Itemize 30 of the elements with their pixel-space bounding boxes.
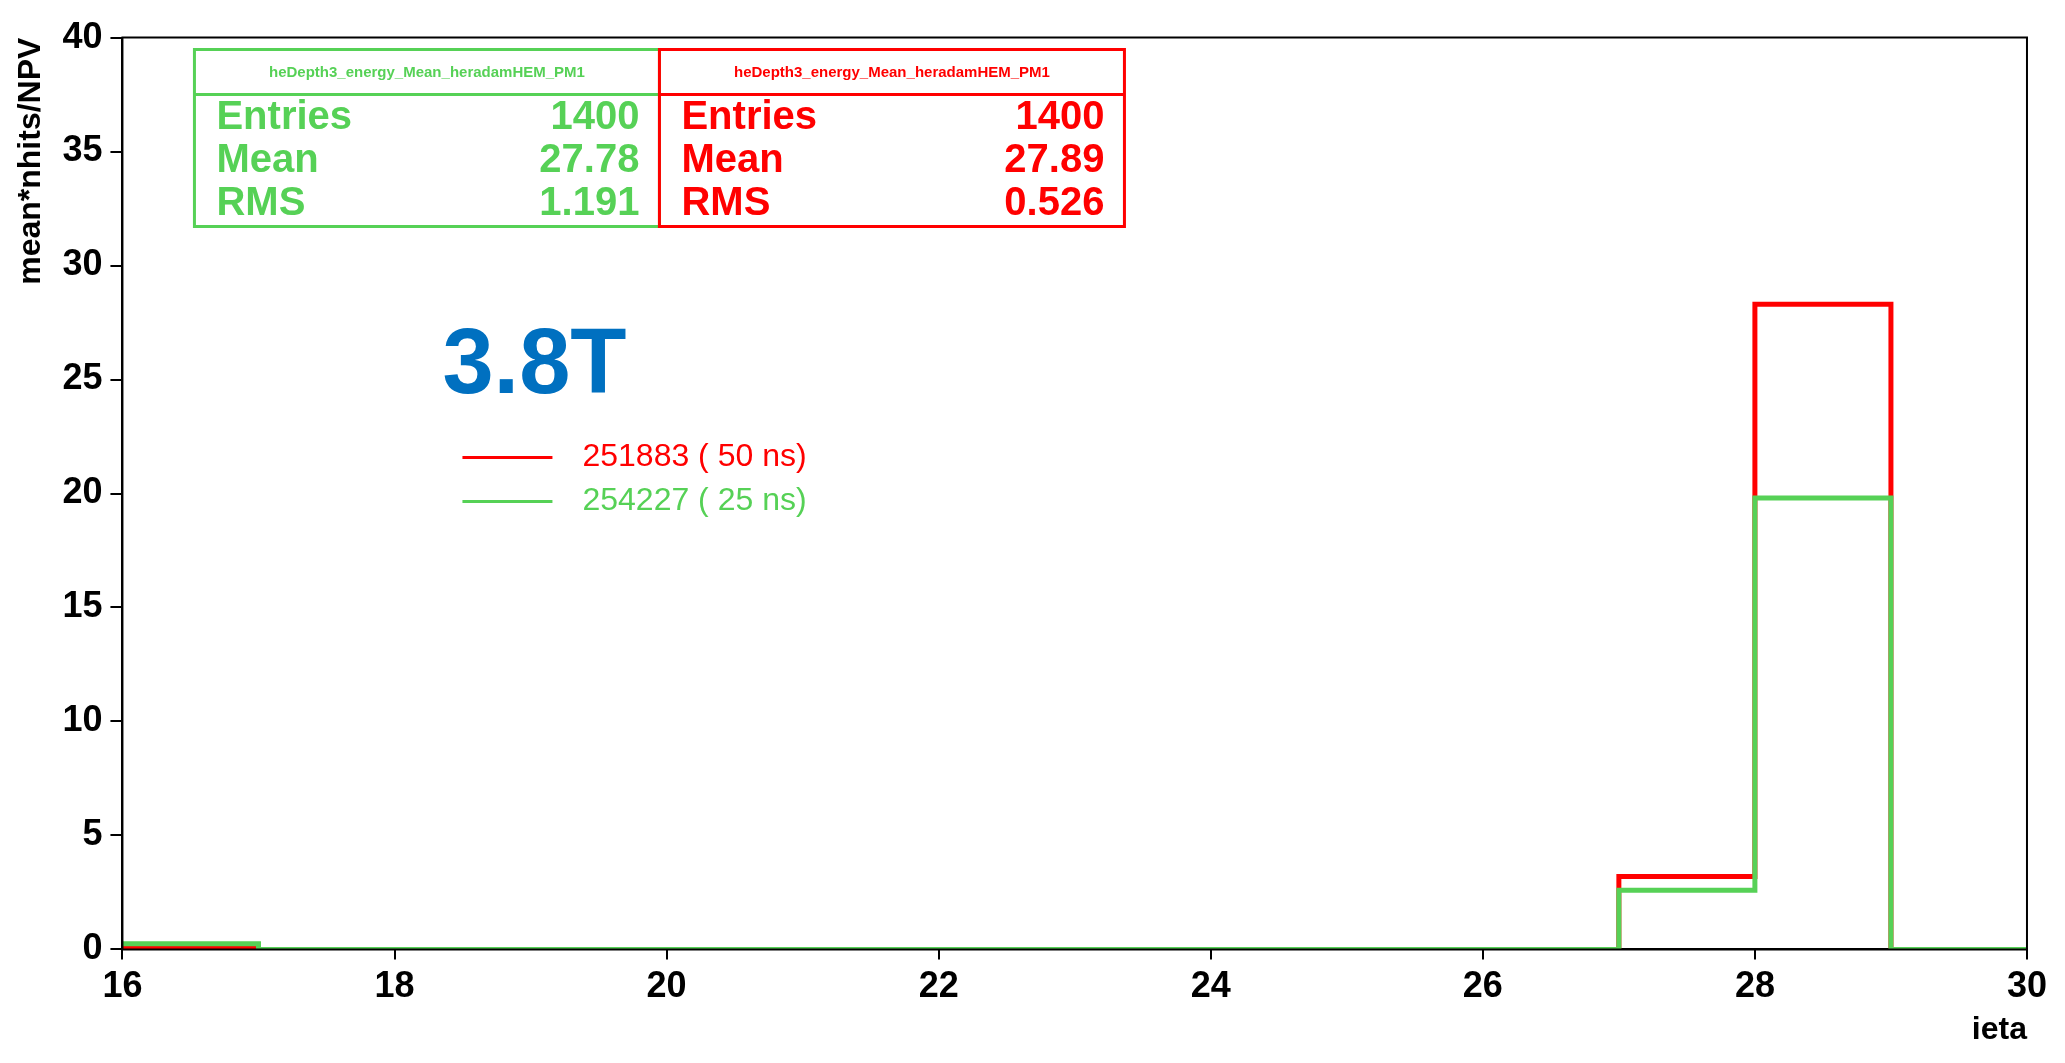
text: RMS 0.526 (681, 178, 1105, 223)
annotation: heDepth3_energy_Mean_heradamHEM_PM1 (733, 62, 1050, 80)
y-tick-label: 20 (62, 470, 103, 512)
y-tick-label: 25 (62, 356, 103, 398)
y-axis-title: mean*nhits/NPV (11, 36, 48, 285)
x-tick-label: 18 (374, 963, 415, 1005)
legend-label: 254227 ( 25 ns) (582, 481, 807, 518)
annotation: 3.8T (442, 309, 627, 412)
y-tick-label: 5 (82, 812, 103, 854)
x-axis-title: ieta (1971, 1009, 2028, 1046)
text: Mean 27.89 (681, 135, 1105, 180)
x-tick-label: 24 (1190, 963, 1231, 1005)
y-tick-label: 0 (82, 926, 103, 968)
text: RMS 1.191 (216, 178, 640, 223)
y-tick-label: 15 (62, 584, 103, 626)
y-tick-label: 40 (62, 14, 103, 56)
x-tick-label: 26 (1462, 963, 1503, 1005)
x-tick-label: 20 (646, 963, 687, 1005)
x-tick-label: 16 (102, 963, 143, 1005)
x-tick-label: 22 (918, 963, 959, 1005)
x-tick-label: 30 (2006, 963, 2047, 1005)
y-tick-label: 30 (62, 242, 103, 284)
x-tick-label: 28 (1734, 963, 1775, 1005)
text: Entries 1400 (681, 92, 1105, 137)
y-tick-label: 10 (62, 698, 103, 740)
legend-label: 251883 ( 50 ns) (582, 437, 807, 474)
text: Mean 27.78 (216, 135, 640, 180)
annotation: heDepth3_energy_Mean_heradamHEM_PM1 (268, 62, 585, 80)
text: Entries 1400 (216, 92, 640, 137)
y-tick-label: 35 (62, 128, 103, 170)
